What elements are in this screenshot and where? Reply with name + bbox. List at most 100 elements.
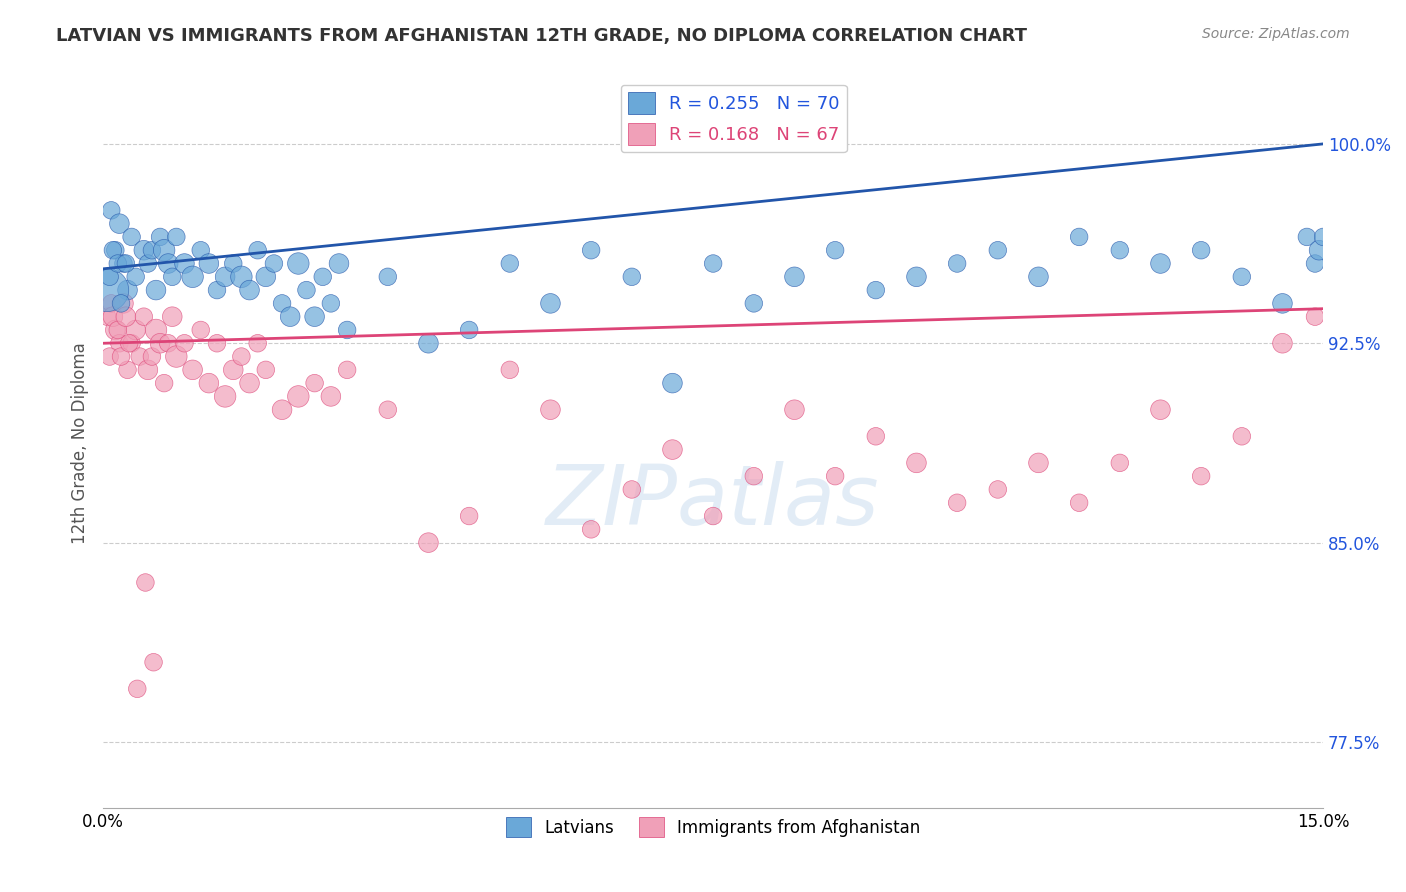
Point bbox=[1189, 469, 1212, 483]
Point bbox=[278, 310, 301, 324]
Point bbox=[173, 256, 195, 270]
Point bbox=[1308, 244, 1330, 258]
Point bbox=[620, 483, 643, 497]
Point bbox=[145, 323, 167, 337]
Point bbox=[661, 376, 683, 391]
Point bbox=[214, 389, 236, 403]
Point bbox=[149, 230, 172, 244]
Point bbox=[1271, 296, 1294, 310]
Point bbox=[1230, 269, 1253, 284]
Point bbox=[141, 350, 163, 364]
Point bbox=[190, 323, 212, 337]
Point bbox=[124, 269, 146, 284]
Point bbox=[205, 283, 228, 297]
Point bbox=[1303, 256, 1326, 270]
Point bbox=[117, 363, 139, 377]
Point bbox=[121, 336, 143, 351]
Point bbox=[98, 269, 121, 284]
Point bbox=[165, 350, 187, 364]
Point bbox=[107, 256, 129, 270]
Point bbox=[98, 350, 121, 364]
Point bbox=[312, 269, 335, 284]
Point bbox=[1069, 230, 1091, 244]
Point bbox=[458, 323, 481, 337]
Point bbox=[162, 269, 184, 284]
Point bbox=[295, 283, 318, 297]
Point bbox=[1271, 336, 1294, 351]
Point bbox=[124, 323, 146, 337]
Point bbox=[141, 244, 163, 258]
Point bbox=[946, 496, 969, 510]
Point bbox=[198, 256, 221, 270]
Point bbox=[165, 230, 187, 244]
Point bbox=[336, 323, 359, 337]
Point bbox=[336, 363, 359, 377]
Point bbox=[110, 350, 132, 364]
Point bbox=[198, 376, 221, 391]
Point bbox=[304, 376, 326, 391]
Point bbox=[162, 310, 184, 324]
Point bbox=[987, 483, 1010, 497]
Point bbox=[238, 283, 260, 297]
Point bbox=[824, 469, 846, 483]
Point bbox=[231, 350, 253, 364]
Point bbox=[104, 244, 127, 258]
Point bbox=[742, 296, 765, 310]
Point bbox=[377, 269, 399, 284]
Point bbox=[579, 522, 602, 536]
Point bbox=[110, 296, 132, 310]
Point bbox=[145, 283, 167, 297]
Point bbox=[865, 429, 887, 443]
Point bbox=[377, 402, 399, 417]
Point bbox=[117, 283, 139, 297]
Point bbox=[101, 310, 124, 324]
Point bbox=[134, 575, 156, 590]
Point bbox=[153, 376, 176, 391]
Point bbox=[783, 269, 806, 284]
Point bbox=[287, 256, 309, 270]
Point bbox=[173, 336, 195, 351]
Point bbox=[661, 442, 683, 457]
Point bbox=[157, 256, 180, 270]
Point bbox=[149, 336, 172, 351]
Point bbox=[127, 681, 149, 696]
Point bbox=[246, 336, 269, 351]
Point bbox=[499, 363, 522, 377]
Point bbox=[128, 350, 150, 364]
Point bbox=[1149, 402, 1171, 417]
Point bbox=[231, 269, 253, 284]
Point bbox=[100, 296, 122, 310]
Point bbox=[121, 230, 143, 244]
Point bbox=[304, 310, 326, 324]
Point bbox=[115, 310, 138, 324]
Point bbox=[946, 256, 969, 270]
Point bbox=[319, 389, 342, 403]
Point bbox=[1069, 496, 1091, 510]
Point bbox=[101, 244, 124, 258]
Point bbox=[418, 535, 440, 549]
Legend: Latvians, Immigrants from Afghanistan: Latvians, Immigrants from Afghanistan bbox=[499, 810, 927, 844]
Point bbox=[287, 389, 309, 403]
Point bbox=[108, 217, 131, 231]
Point bbox=[136, 363, 159, 377]
Point bbox=[214, 269, 236, 284]
Point bbox=[181, 363, 204, 377]
Point bbox=[579, 244, 602, 258]
Point bbox=[205, 336, 228, 351]
Point bbox=[263, 256, 285, 270]
Y-axis label: 12th Grade, No Diploma: 12th Grade, No Diploma bbox=[72, 342, 89, 544]
Point bbox=[112, 296, 135, 310]
Point bbox=[1108, 456, 1130, 470]
Point bbox=[271, 296, 294, 310]
Point bbox=[108, 336, 131, 351]
Point bbox=[104, 323, 127, 337]
Point bbox=[254, 269, 277, 284]
Point bbox=[271, 402, 294, 417]
Point bbox=[1312, 230, 1334, 244]
Point bbox=[1303, 310, 1326, 324]
Point bbox=[238, 376, 260, 391]
Point bbox=[865, 283, 887, 297]
Point bbox=[107, 323, 129, 337]
Text: LATVIAN VS IMMIGRANTS FROM AFGHANISTAN 12TH GRADE, NO DIPLOMA CORRELATION CHART: LATVIAN VS IMMIGRANTS FROM AFGHANISTAN 1… bbox=[56, 27, 1028, 45]
Point bbox=[1295, 230, 1317, 244]
